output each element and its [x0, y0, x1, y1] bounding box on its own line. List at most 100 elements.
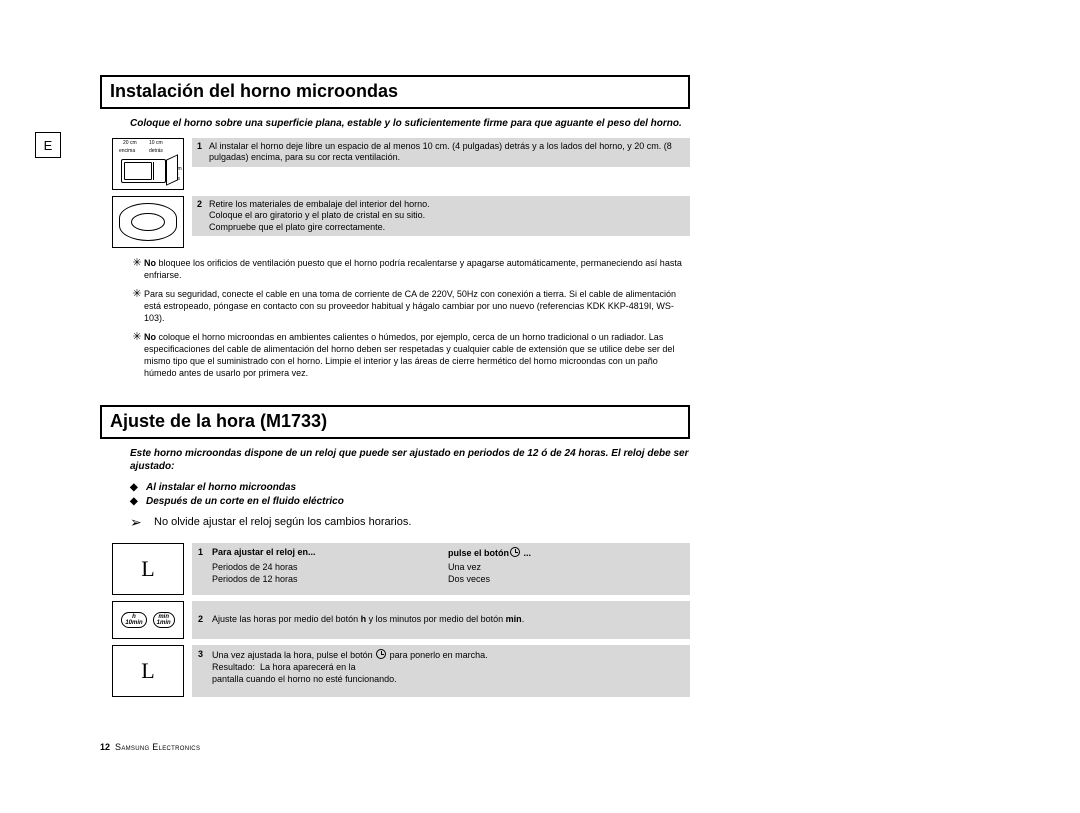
section2-step1-row: L 1 Para ajustar el reloj en... pulse el… — [112, 543, 690, 595]
two-col-header: Para ajustar el reloj en... pulse el bot… — [212, 547, 684, 562]
t: y los minutos por medio del botón — [366, 614, 506, 624]
col2-head: pulse el botón ... — [448, 547, 684, 560]
page-content: Instalación del horno microondas Coloque… — [100, 75, 690, 703]
col2-head-text: pulse el botón — [448, 548, 509, 558]
bold-min: min — [506, 614, 522, 624]
section1-step2: 2 Retire los materiales de embalaje del … — [192, 196, 690, 236]
step-text: Al instalar el horno deje libre un espac… — [209, 141, 685, 164]
section2-intro: Este horno microondas dispone de un relo… — [130, 447, 690, 473]
note-text: No coloque el horno microondas en ambien… — [144, 332, 690, 379]
note-body: coloque el horno microondas en ambientes… — [144, 332, 674, 377]
turntable-icon — [119, 203, 177, 241]
two-col-row: Periodos de 12 horas Dos veces — [212, 574, 684, 586]
section1-illus1: 20 cm 10 cm encima detrás 10 cm a los la… — [112, 138, 184, 190]
step-text: Ajuste las horas por medio del botón h y… — [212, 614, 684, 626]
bullet-text: Al instalar el horno microondas — [146, 481, 296, 495]
page-footer: 12 Samsung Electronics — [100, 742, 200, 752]
dims-encima: encima — [119, 149, 135, 154]
clock-L-label: L — [141, 658, 154, 684]
section1-notes: ✳ No bloquee los orificios de ventilació… — [130, 258, 690, 379]
section2-step3: 3 Una vez ajustada la hora, pulse el bot… — [192, 645, 690, 697]
note-text: Para su seguridad, conecte el cable en u… — [144, 289, 690, 324]
bullet-icon: ◆ — [130, 495, 146, 509]
min-sub-label: 1min — [157, 620, 171, 626]
microwave-door-icon — [124, 162, 152, 180]
section2-step2-row: h 10min min 1min 2 Ajuste las horas por … — [112, 601, 690, 639]
snowflake-icon: ✳ — [130, 258, 144, 281]
note-row: ✳ Para su seguridad, conecte el cable en… — [130, 289, 690, 324]
language-badge-label: E — [44, 138, 53, 153]
section1-step1-row: 20 cm 10 cm encima detrás 10 cm a los la… — [112, 138, 690, 190]
arrow-icon: ➢ — [130, 514, 154, 531]
cell: Periodos de 24 horas — [212, 562, 448, 574]
clock-L-illus: L — [112, 645, 184, 697]
step-text: Una vez ajustada la hora, pulse el botón… — [212, 649, 684, 693]
t: Ajuste las horas por medio del botón — [212, 614, 361, 624]
step-number: 3 — [198, 649, 212, 693]
snowflake-icon: ✳ — [130, 332, 144, 379]
section2-step1: 1 Para ajustar el reloj en... pulse el b… — [192, 543, 690, 595]
microwave-panel-icon — [153, 162, 163, 180]
note-row: ✳ No bloquee los orificios de ventilació… — [130, 258, 690, 281]
snowflake-icon: ✳ — [130, 289, 144, 324]
note-text: No bloquee los orificios de ventilación … — [144, 258, 690, 281]
note-lead: No — [144, 332, 156, 342]
dims-20cm: 20 cm — [123, 141, 137, 146]
section2-reminder: ➢ No olvide ajustar el reloj según los c… — [130, 516, 690, 533]
section1-illus2 — [112, 196, 184, 248]
clock-icon — [376, 649, 386, 659]
microwave-body-icon — [121, 159, 166, 183]
t: . — [522, 614, 525, 624]
step-text: Retire los materiales de embalaje del in… — [209, 199, 685, 233]
note-row: ✳ No coloque el horno microondas en ambi… — [130, 332, 690, 379]
bullet-icon: ◆ — [130, 481, 146, 495]
section2-title-box: Ajuste de la hora (M1733) — [100, 405, 690, 439]
brand-name: Samsung Electronics — [115, 742, 200, 752]
col1-head: Para ajustar el reloj en... — [212, 547, 448, 559]
hmin-illus: h 10min min 1min — [112, 601, 184, 639]
cell: Una vez — [448, 562, 684, 574]
bullet-row: ◆Al instalar el horno microondas — [130, 481, 690, 495]
section1-title-box: Instalación del horno microondas — [100, 75, 690, 109]
bullet-row: ◆Después de un corte en el fluido eléctr… — [130, 495, 690, 509]
two-col-row: Periodos de 24 horas Una vez — [212, 562, 684, 574]
note-lead: No — [144, 258, 156, 268]
microwave-side-icon — [166, 154, 178, 186]
section2-step2: 2 Ajuste las horas por medio del botón h… — [192, 601, 690, 639]
section1-step1: 1 Al instalar el horno deje libre un esp… — [192, 138, 690, 167]
result-label: Resultado: — [212, 662, 255, 672]
step-number: 2 — [197, 199, 209, 233]
note-body: Para su seguridad, conecte el cable en u… — [144, 289, 676, 322]
dims-detras: detrás — [149, 149, 163, 154]
section2-step3-row: L 3 Una vez ajustada la hora, pulse el b… — [112, 645, 690, 697]
cell: Dos veces — [448, 574, 684, 586]
t: para ponerlo en marcha. — [387, 650, 488, 660]
clock-L-illus: L — [112, 543, 184, 595]
section1-title: Instalación del horno microondas — [110, 81, 680, 102]
section2-bullets: ◆Al instalar el horno microondas ◆Despué… — [130, 481, 690, 508]
h-sub-label: 10min — [125, 620, 142, 626]
section1-step2-row: 2 Retire los materiales de embalaje del … — [112, 196, 690, 248]
clock-L-label: L — [141, 556, 154, 582]
reminder-text: No olvide ajustar el reloj según los cam… — [154, 516, 411, 533]
h-button-icon: h 10min — [121, 612, 146, 629]
cell: Periodos de 12 horas — [212, 574, 448, 586]
clock-icon — [510, 547, 520, 557]
section2-title: Ajuste de la hora (M1733) — [110, 411, 680, 432]
step-number: 1 — [197, 141, 209, 164]
step-text: Para ajustar el reloj en... pulse el bot… — [212, 547, 684, 591]
step-number: 1 — [198, 547, 212, 591]
note-body: bloquee los orificios de ventilación pue… — [144, 258, 682, 280]
t: Una vez ajustada la hora, pulse el botón — [212, 650, 375, 660]
bullet-text: Después de un corte en el fluido eléctri… — [146, 495, 344, 509]
hmin-buttons: h 10min min 1min — [113, 602, 183, 638]
section2-steps: L 1 Para ajustar el reloj en... pulse el… — [100, 543, 690, 697]
min-button-icon: min 1min — [153, 612, 175, 629]
min-label: min — [158, 614, 169, 620]
section1-intro: Coloque el horno sobre una superficie pl… — [130, 117, 690, 130]
h-label: h — [132, 614, 136, 620]
dims-10cm-top: 10 cm — [149, 141, 163, 146]
step-number: 2 — [198, 614, 212, 626]
language-badge: E — [35, 132, 61, 158]
col2-head-tail: ... — [521, 548, 531, 558]
